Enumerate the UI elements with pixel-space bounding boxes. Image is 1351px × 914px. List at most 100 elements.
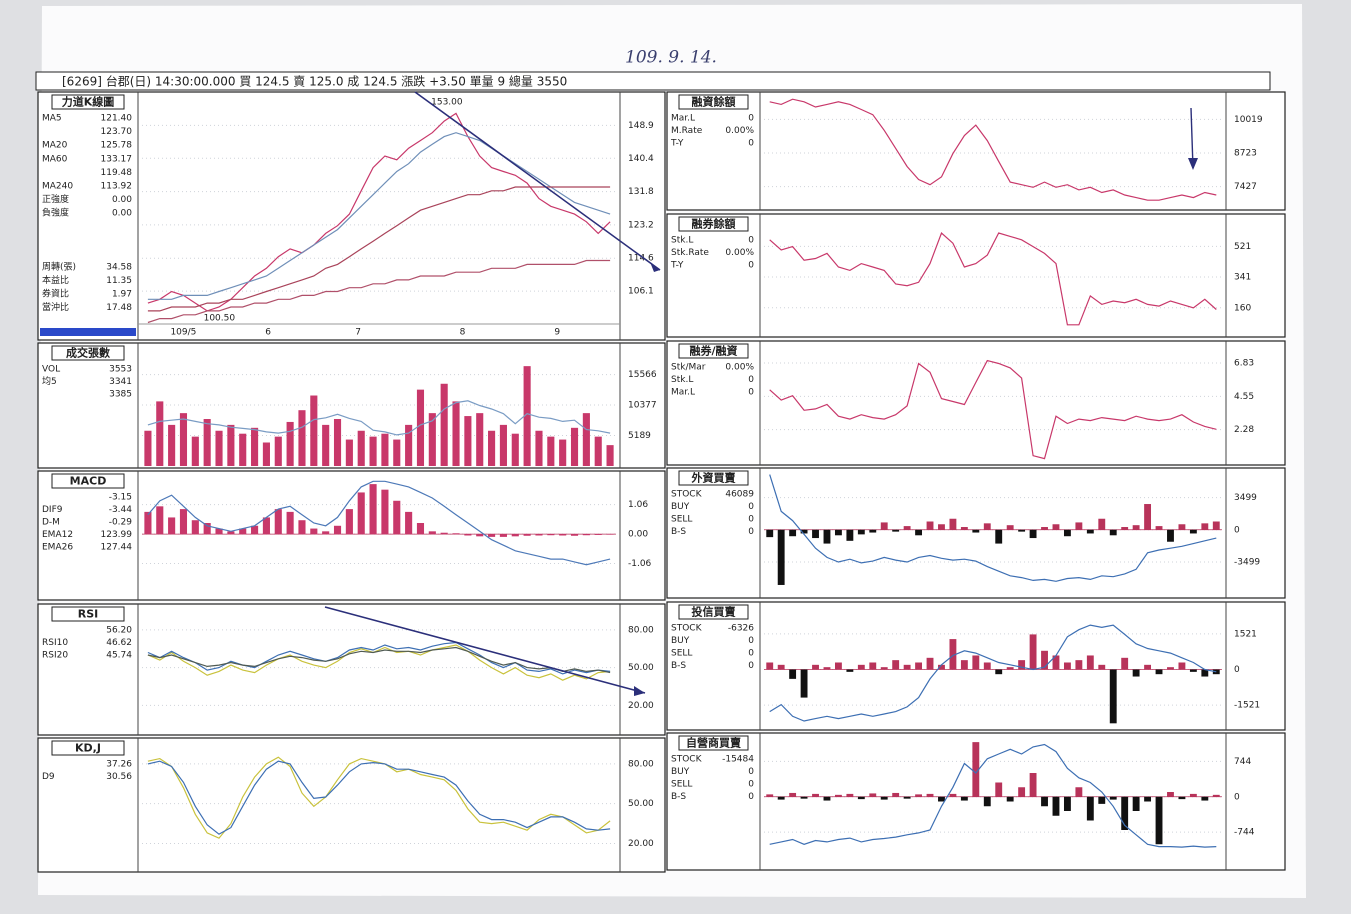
bar — [834, 794, 842, 797]
bar — [428, 413, 436, 466]
panel-title-box — [51, 473, 125, 489]
y-tick-label: 0 — [1234, 665, 1240, 675]
legend-value: 0 — [748, 375, 754, 385]
arrow-head — [634, 686, 645, 696]
bar — [1086, 796, 1094, 821]
legend-value: 127.44 — [101, 543, 133, 553]
bar — [488, 430, 496, 466]
bar — [310, 395, 318, 466]
bar — [1041, 796, 1048, 807]
bar — [1167, 667, 1174, 670]
bar — [1144, 796, 1152, 802]
bar — [777, 529, 785, 585]
y-tick-label: 0 — [1234, 792, 1240, 802]
legend-value: 3341 — [109, 377, 132, 387]
bar — [1098, 518, 1106, 530]
panel-title: 力道K線圖 — [62, 95, 115, 109]
legend-value: -15484 — [722, 755, 754, 765]
bar — [766, 529, 774, 538]
bar — [869, 793, 877, 797]
arrow-head — [1188, 158, 1198, 170]
bar — [464, 534, 472, 536]
bar — [405, 424, 413, 466]
bar — [915, 662, 923, 670]
y-tick-label: 123.2 — [628, 220, 654, 230]
bar — [251, 427, 259, 466]
series-line — [769, 231, 1217, 326]
bar — [926, 657, 934, 670]
bar — [345, 439, 353, 466]
legend-name: SELL — [671, 780, 692, 790]
bar — [960, 796, 968, 801]
legend-name: STOCK — [671, 490, 703, 500]
bar — [972, 529, 980, 533]
x-tick-label: 8 — [460, 328, 466, 338]
legend-value: 11.35 — [106, 276, 132, 286]
legend-value: 133.17 — [101, 154, 133, 164]
bar — [144, 430, 152, 466]
legend-name: D-M — [42, 518, 60, 528]
bar — [1212, 794, 1220, 797]
bar — [972, 742, 980, 797]
series-line — [147, 400, 611, 436]
bar — [523, 534, 531, 536]
legend-value: 0 — [748, 114, 754, 124]
bar — [915, 529, 923, 536]
bar — [251, 525, 259, 535]
bar — [476, 534, 484, 537]
bar — [777, 796, 785, 800]
y-tick-label: 160 — [1234, 303, 1251, 313]
legend-name: MA20 — [42, 141, 68, 151]
panel-title: KD,J — [75, 742, 101, 755]
legend-name: RSI10 — [42, 638, 68, 648]
panel-title: 融券餘額 — [692, 217, 736, 231]
legend-name: D9 — [42, 772, 55, 782]
bar — [227, 531, 235, 535]
legend-value: 37.26 — [106, 760, 132, 770]
panel-frame — [666, 340, 1286, 466]
bar — [606, 534, 614, 535]
legend-name: BUY — [671, 767, 690, 777]
bar — [857, 529, 865, 535]
legend-name: Stk.Rate — [671, 248, 709, 258]
bar — [823, 529, 831, 544]
bar — [499, 534, 507, 537]
legend-name: Mar.L — [671, 114, 695, 124]
series-line — [147, 186, 611, 312]
legend-name: Stk.L — [671, 236, 693, 246]
panel-title-box — [51, 94, 125, 110]
legend-name: T-Y — [670, 261, 684, 271]
panel-frame — [666, 213, 1286, 338]
bar — [1018, 787, 1026, 797]
legend-value: -3.44 — [109, 505, 133, 515]
legend-value: 0.00 — [112, 209, 132, 219]
legend-name: EMA12 — [42, 530, 73, 540]
bar — [393, 500, 401, 535]
series-line — [769, 743, 1217, 848]
bar — [1041, 650, 1048, 670]
bar — [869, 529, 877, 533]
legend-name: 正強度 — [42, 193, 69, 205]
bar — [345, 509, 353, 535]
bar — [949, 639, 957, 670]
bar — [464, 416, 472, 466]
y-tick-label: 0.00 — [628, 530, 648, 540]
legend-value: 0 — [748, 649, 754, 659]
bar — [834, 529, 842, 536]
panel-title-box — [678, 470, 749, 486]
bar — [1144, 664, 1152, 670]
panel-title-box — [678, 343, 749, 359]
panel-title: 投信買賣 — [692, 605, 737, 619]
bar — [789, 669, 797, 679]
bar — [310, 528, 318, 535]
legend-value: 0 — [748, 767, 754, 777]
series-line — [769, 624, 1217, 722]
bar — [846, 669, 854, 672]
legend-name: VOL — [42, 365, 60, 375]
legend-name: DIF9 — [42, 505, 63, 515]
header-bar — [35, 71, 1271, 91]
bar — [823, 796, 831, 801]
legend-name: 當沖比 — [42, 301, 69, 313]
legend-name: 券資比 — [42, 288, 69, 300]
